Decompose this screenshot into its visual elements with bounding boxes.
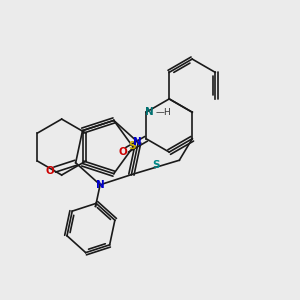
Text: S: S bbox=[152, 160, 160, 170]
Text: S: S bbox=[128, 141, 135, 151]
Text: N: N bbox=[96, 180, 105, 190]
Text: N: N bbox=[145, 106, 154, 117]
Text: O: O bbox=[118, 148, 127, 158]
Text: N: N bbox=[133, 137, 142, 147]
Text: —H: —H bbox=[156, 108, 171, 117]
Text: O: O bbox=[45, 166, 54, 176]
